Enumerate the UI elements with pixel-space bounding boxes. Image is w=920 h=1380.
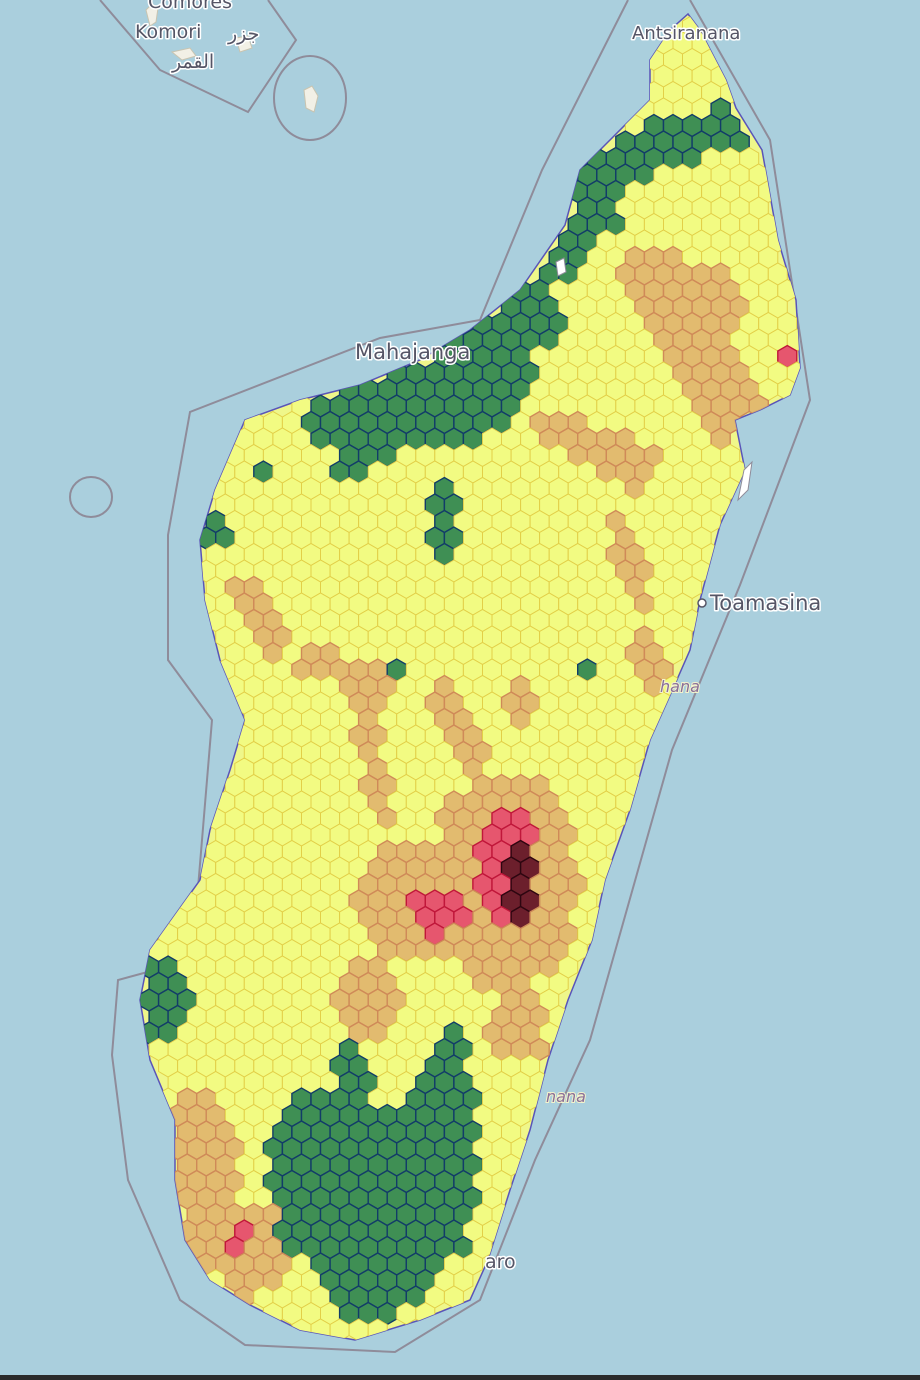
moheli-island <box>170 47 197 61</box>
maritime-boundaries <box>69 0 812 1354</box>
ambatondrazaka-label-fragment: hana <box>660 677 700 696</box>
nosy-be-island <box>555 257 567 277</box>
toamasina-dot <box>697 598 707 608</box>
mayotte-boundary <box>273 55 347 141</box>
comores-label: Comores <box>148 0 232 13</box>
toliara-label-fragment: aro <box>485 1251 516 1273</box>
mahajanga-label: Mahajanga <box>355 340 470 364</box>
antsiranana-label: Antsiranana <box>632 23 740 44</box>
window-bottom-edge <box>0 1375 920 1380</box>
comoros-islands <box>145 3 319 113</box>
anjouan-island <box>235 35 253 53</box>
fianarantsoa-label-fragment: nana <box>546 1087 586 1106</box>
toamasina-label: Toamasina <box>709 591 821 615</box>
islet-boundary <box>69 476 113 518</box>
mayotte-island <box>303 85 319 113</box>
offshore-islets <box>555 257 753 502</box>
place-labels: Comores Komori جزر القمر Antsiranana Mah… <box>134 0 823 1275</box>
arabic-label-2: القمر <box>171 51 214 73</box>
hexbin-layer <box>140 14 800 1340</box>
hex-cell-yellow <box>396 1301 417 1326</box>
madagascar-eez-boundary <box>110 0 812 1354</box>
hex-cell-yellow <box>443 1285 464 1309</box>
komori-label: Komori <box>135 21 201 43</box>
arabic-label-1: جزر <box>227 23 259 45</box>
sainte-marie-island <box>737 460 753 502</box>
grande-comore-island <box>145 3 159 27</box>
comoros-eez-boundary <box>99 0 298 114</box>
